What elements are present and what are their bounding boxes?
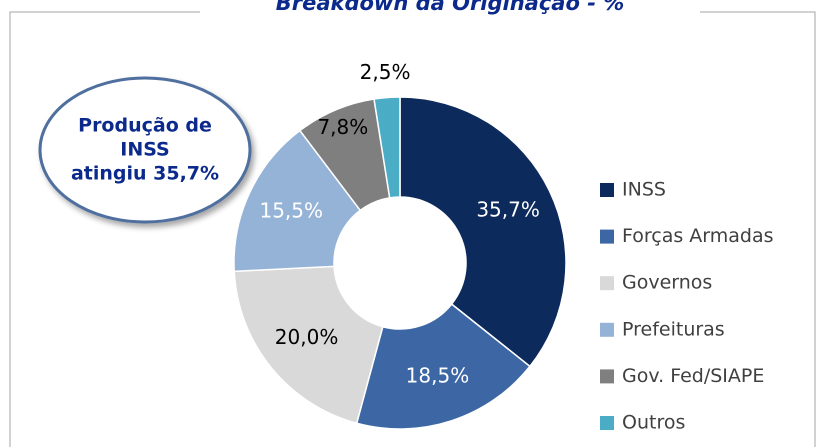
annotation-line: INSS	[120, 139, 170, 161]
legend-label: Outros	[622, 412, 685, 434]
legend-swatch	[600, 183, 614, 197]
legend-label: Gov. Fed/SIAPE	[622, 365, 764, 387]
frame	[9, 11, 816, 447]
annotation-ellipse	[38, 76, 252, 224]
legend-label: INSS	[622, 179, 666, 201]
annotation-line: Produção de	[78, 115, 212, 137]
legend-swatch	[600, 369, 614, 384]
data-label: 2,5%	[360, 60, 411, 84]
chart-title: Breakdown da Originação - %	[276, 0, 625, 15]
data-label: 20,0%	[275, 325, 339, 349]
donut-slice	[399, 96, 567, 368]
legend-label: Forças Armadas	[622, 225, 774, 247]
legend-swatch	[600, 276, 614, 291]
legend-swatch	[600, 322, 614, 337]
data-label: 35,7%	[476, 197, 540, 221]
donut-slice	[233, 265, 384, 425]
data-label: 18,5%	[406, 364, 470, 388]
legend-swatch	[600, 416, 614, 430]
donut-slice	[233, 129, 362, 273]
data-label: 15,5%	[259, 199, 323, 223]
donut-slice	[373, 96, 401, 199]
data-label: 7,8%	[317, 115, 368, 139]
legend-label: Governos	[622, 272, 712, 294]
donut-slice	[355, 303, 531, 430]
annotation-line: atingiu 35,7%	[71, 163, 219, 185]
legend-label: Prefeituras	[622, 318, 725, 340]
legend-swatch	[600, 229, 614, 244]
